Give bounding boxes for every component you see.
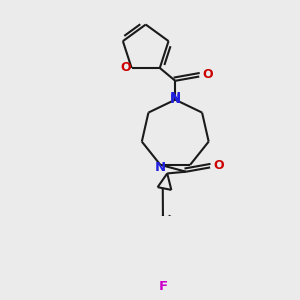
Text: N: N — [170, 91, 181, 103]
Text: N: N — [170, 93, 181, 106]
Text: N: N — [155, 161, 166, 174]
Text: O: O — [213, 159, 224, 172]
Text: O: O — [202, 68, 213, 81]
Text: O: O — [120, 61, 131, 74]
Text: F: F — [158, 280, 167, 293]
